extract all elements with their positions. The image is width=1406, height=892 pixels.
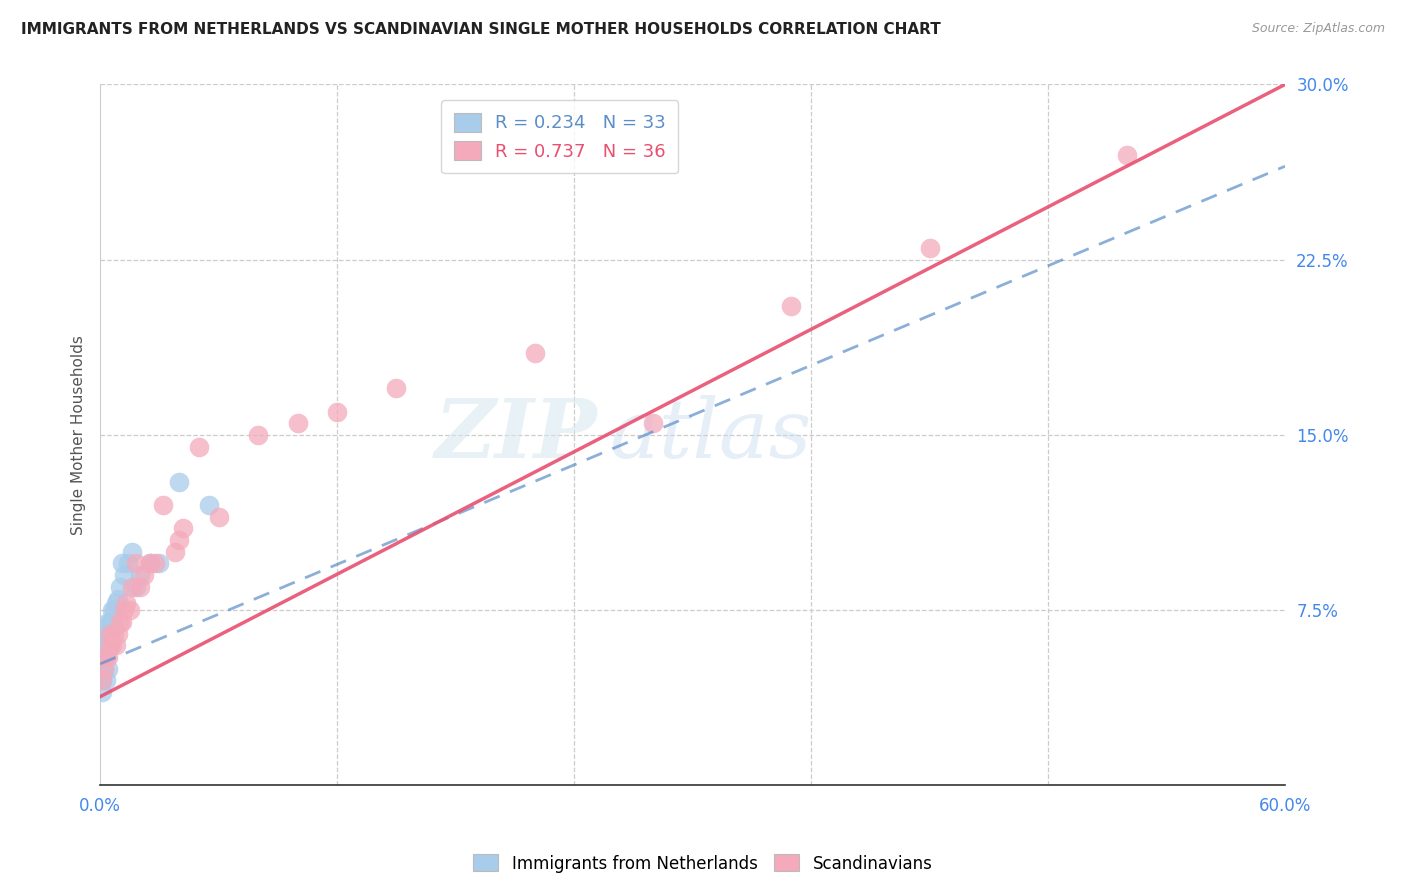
Point	[124, 557, 146, 571]
Point	[98, 626, 121, 640]
Point	[97, 626, 120, 640]
Point	[98, 626, 121, 640]
Text: IMMIGRANTS FROM NETHERLANDS VS SCANDINAVIAN SINGLE MOTHER HOUSEHOLDS CORRELATION: IMMIGRANTS FROM NETHERLANDS VS SCANDINAV…	[21, 22, 941, 37]
Point	[287, 417, 309, 431]
Point	[97, 662, 120, 676]
Point	[145, 557, 167, 571]
Point	[94, 649, 117, 664]
Point	[111, 557, 134, 571]
Point	[152, 498, 174, 512]
Point	[97, 649, 120, 664]
Point	[117, 557, 139, 571]
Point	[148, 557, 170, 571]
Point	[207, 509, 229, 524]
Point	[97, 615, 120, 629]
Point	[167, 475, 190, 489]
Point	[94, 673, 117, 688]
Point	[165, 545, 187, 559]
Point	[118, 603, 141, 617]
Point	[121, 580, 143, 594]
Point	[780, 300, 803, 314]
Point	[172, 521, 194, 535]
Point	[107, 626, 129, 640]
Point	[112, 603, 135, 617]
Point	[93, 649, 115, 664]
Point	[132, 568, 155, 582]
Point	[121, 545, 143, 559]
Point	[101, 615, 124, 629]
Point	[93, 662, 115, 676]
Y-axis label: Single Mother Households: Single Mother Households	[72, 335, 86, 535]
Point	[247, 428, 270, 442]
Point	[101, 603, 124, 617]
Text: atlas: atlas	[610, 395, 813, 475]
Point	[93, 638, 115, 652]
Point	[128, 580, 150, 594]
Point	[138, 557, 160, 571]
Point	[91, 685, 114, 699]
Legend: Immigrants from Netherlands, Scandinavians: Immigrants from Netherlands, Scandinavia…	[467, 847, 939, 880]
Point	[103, 626, 125, 640]
Point	[124, 580, 146, 594]
Point	[98, 638, 121, 652]
Text: ZIP: ZIP	[436, 395, 598, 475]
Point	[94, 626, 117, 640]
Point	[114, 596, 136, 610]
Point	[111, 615, 134, 629]
Text: Source: ZipAtlas.com: Source: ZipAtlas.com	[1251, 22, 1385, 36]
Point	[103, 619, 125, 633]
Point	[94, 649, 117, 664]
Point	[107, 591, 129, 606]
Point	[97, 638, 120, 652]
Point	[918, 241, 941, 255]
Point	[98, 615, 121, 629]
Point	[643, 417, 665, 431]
Point	[91, 673, 114, 688]
Point	[98, 638, 121, 652]
Point	[187, 440, 209, 454]
Legend: R = 0.234   N = 33, R = 0.737   N = 36: R = 0.234 N = 33, R = 0.737 N = 36	[441, 101, 679, 173]
Point	[167, 533, 190, 547]
Point	[112, 568, 135, 582]
Point	[197, 498, 219, 512]
Point	[104, 638, 127, 652]
Point	[108, 580, 131, 594]
Point	[101, 638, 124, 652]
Point	[128, 568, 150, 582]
Point	[138, 557, 160, 571]
Point	[93, 662, 115, 676]
Point	[94, 638, 117, 652]
Point	[108, 615, 131, 629]
Point	[103, 603, 125, 617]
Point	[91, 673, 114, 688]
Point	[104, 596, 127, 610]
Point	[385, 381, 408, 395]
Point	[1116, 147, 1139, 161]
Point	[523, 346, 546, 360]
Point	[326, 404, 349, 418]
